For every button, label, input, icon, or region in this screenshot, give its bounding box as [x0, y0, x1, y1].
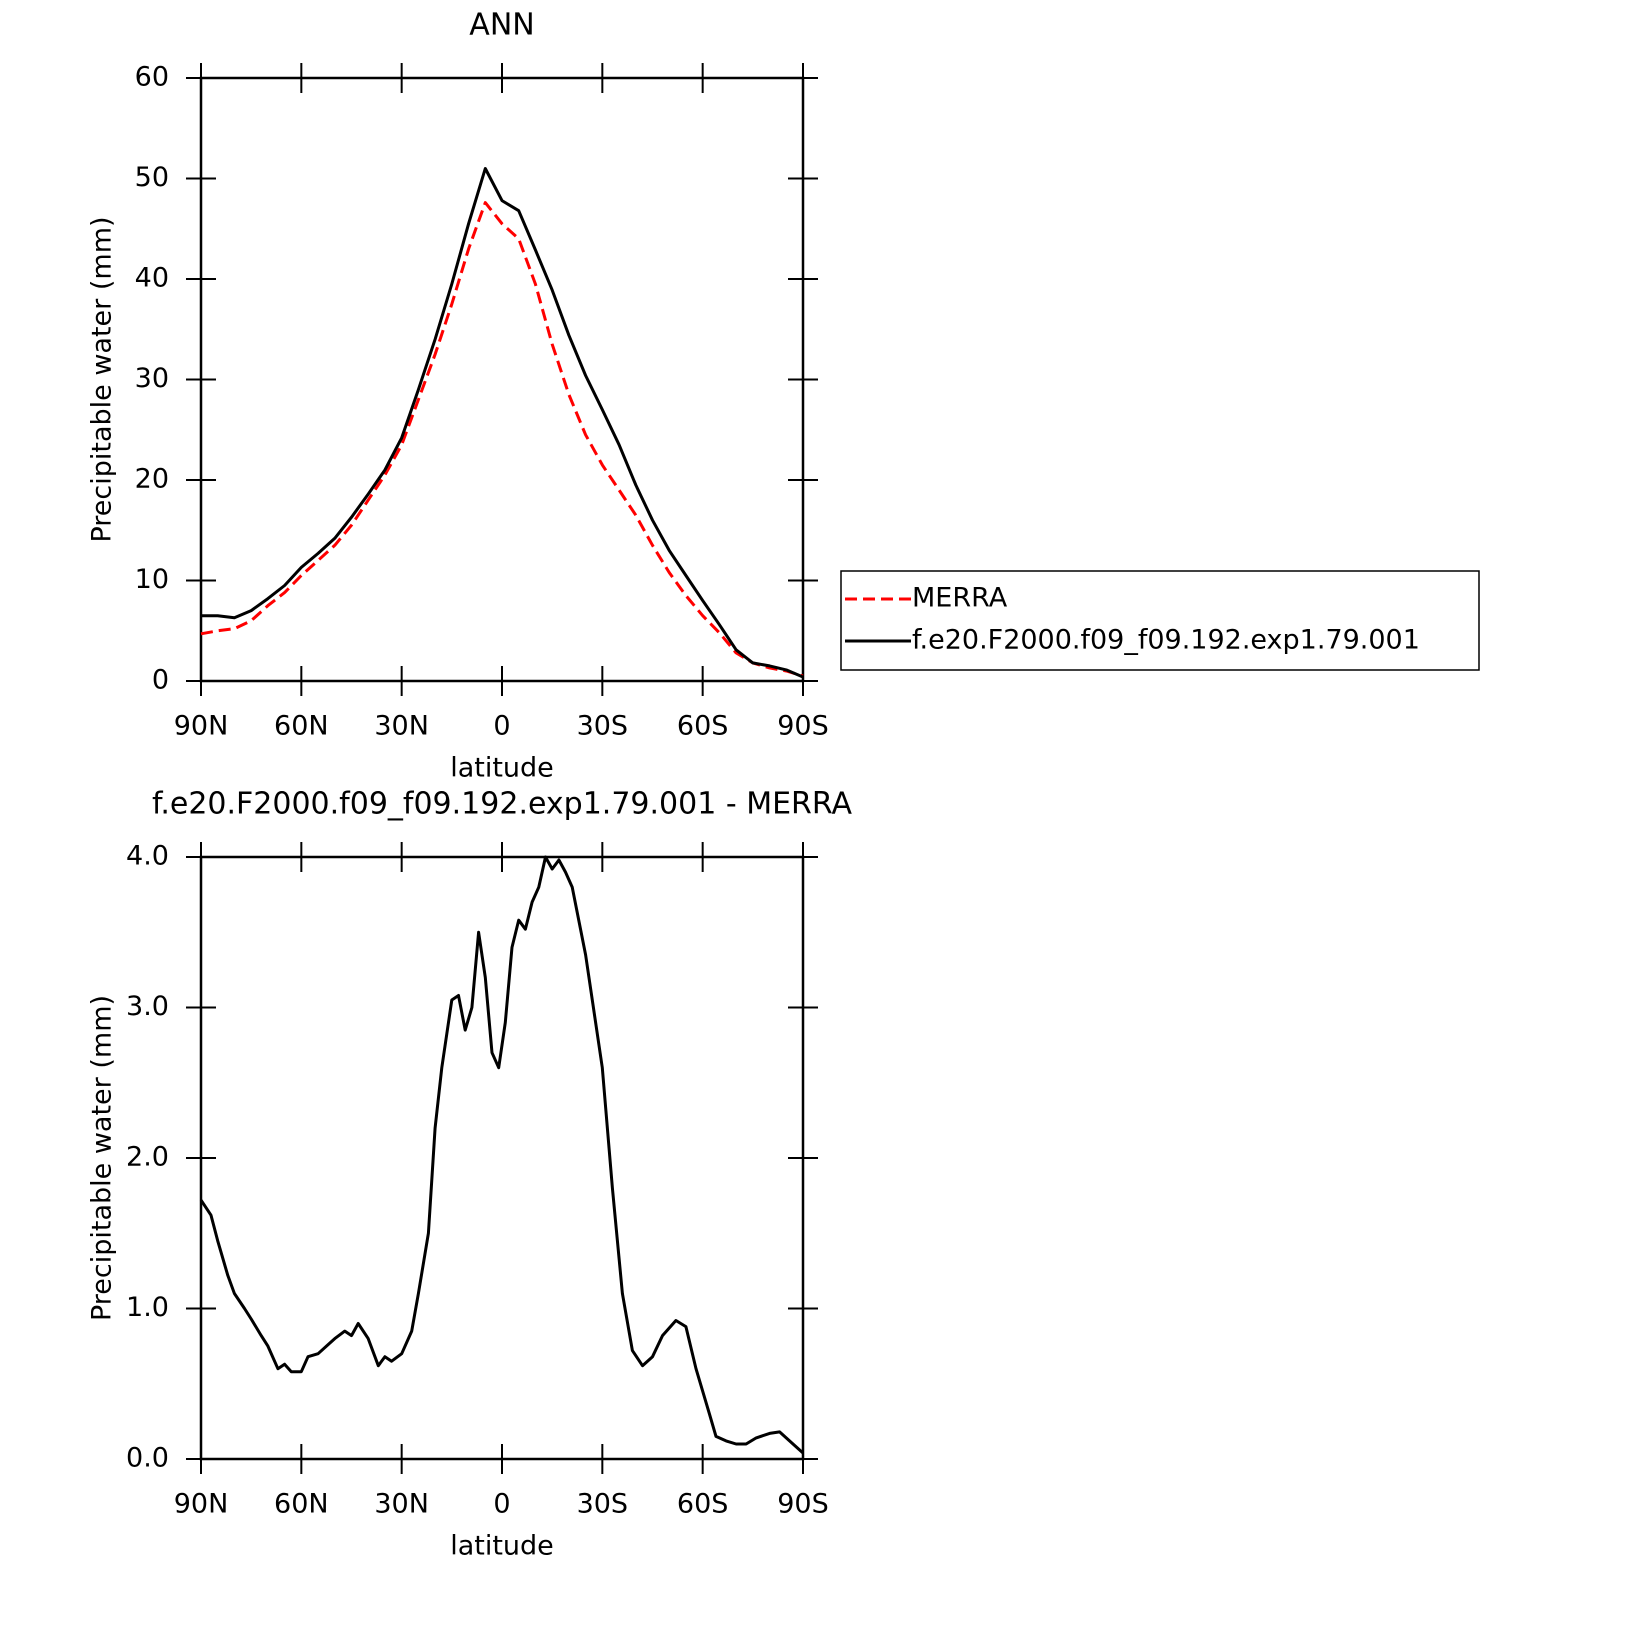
x-tick-label: 60N — [274, 711, 329, 742]
x-tick-label: 90N — [174, 1489, 229, 1520]
x-tick-label: 60S — [677, 1489, 729, 1520]
legend-label: MERRA — [912, 583, 1008, 614]
y-axis-label: Precipitable water (mm) — [87, 995, 118, 1321]
legend-label: f.e20.F2000.f09_f09.192.exp1.79.001 — [912, 625, 1420, 656]
chart-title: ANN — [469, 8, 534, 43]
x-tick-label: 0 — [493, 1489, 510, 1520]
x-tick-label: 60N — [274, 1489, 329, 1520]
y-tick-label: 4.0 — [126, 841, 169, 872]
y-tick-label: 0 — [152, 665, 169, 696]
plot-frame — [199, 76, 805, 683]
y-tick-label: 1.0 — [126, 1292, 169, 1323]
x-axis-label: latitude — [450, 753, 554, 784]
data-line — [201, 167, 804, 679]
x-tick-label: 30S — [577, 711, 629, 742]
x-axis-label: latitude — [450, 1531, 554, 1562]
x-tick-label: 0 — [493, 711, 510, 742]
x-tick-label: 90S — [777, 1489, 829, 1520]
y-tick-label: 3.0 — [126, 991, 169, 1022]
x-tick-label: 30S — [577, 1489, 629, 1520]
y-tick-label: 50 — [135, 162, 169, 193]
y-tick-label: 20 — [135, 464, 169, 495]
chart-title: f.e20.F2000.f09_f09.192.exp1.79.001 - ME… — [152, 787, 853, 822]
x-tick-label: 60S — [677, 711, 729, 742]
x-tick-label: 90N — [174, 711, 229, 742]
plot-frame — [199, 855, 805, 1461]
y-axis-label: Precipitable water (mm) — [87, 216, 118, 542]
x-tick-label: 90S — [777, 711, 829, 742]
y-tick-label: 0.0 — [126, 1443, 169, 1474]
x-tick-label: 30N — [374, 1489, 429, 1520]
y-tick-label: 2.0 — [126, 1142, 169, 1173]
legend-box — [840, 570, 1480, 671]
y-tick-label: 30 — [135, 363, 169, 394]
x-tick-label: 30N — [374, 711, 429, 742]
data-line — [199, 855, 805, 1455]
y-tick-label: 60 — [135, 62, 169, 93]
y-tick-label: 40 — [135, 263, 169, 294]
y-tick-label: 10 — [135, 564, 169, 595]
data-line — [200, 201, 804, 678]
